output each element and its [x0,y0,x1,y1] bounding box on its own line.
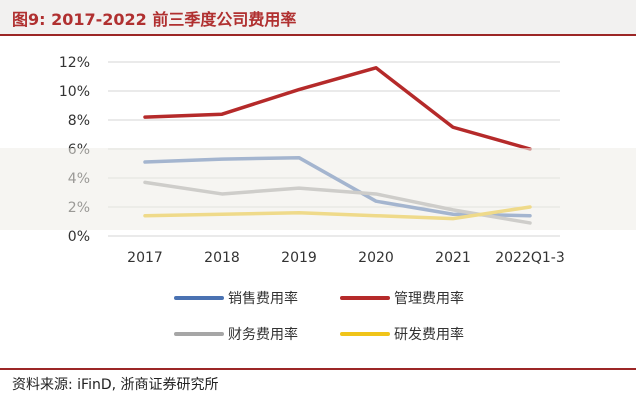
x-tick-label: 2021 [435,250,471,266]
gridlines [108,61,560,237]
x-axis: 2017 2018 2019 2020 2021 2022Q1-3 [127,250,565,266]
footer-divider [0,368,636,370]
y-tick-label: 4% [68,171,90,187]
y-tick-label: 6% [68,142,90,158]
legend-label: 研发费用率 [394,326,464,343]
y-tick-label: 10% [59,84,90,100]
y-tick-label: 8% [68,113,90,129]
figure-header: 图9: 2017-2022 前三季度公司费用率 [0,0,636,36]
y-axis: 0% 2% 4% 6% 8% 10% 12% [59,55,90,245]
x-tick-label: 2018 [204,250,240,266]
x-tick-label: 2019 [281,250,317,266]
series-line [143,66,532,151]
figure-title: 图9: 2017-2022 前三季度公司费用率 [12,10,297,29]
y-tick-label: 12% [59,55,90,71]
x-tick-label: 2022Q1-3 [495,250,565,266]
x-tick-label: 2017 [127,250,163,266]
source-note: 资料来源: iFinD, 浙商证券研究所 [12,377,219,393]
y-tick-label: 0% [68,229,90,245]
x-tick-label: 2020 [358,250,394,266]
y-tick-label: 2% [68,200,90,216]
legend-label: 销售费用率 [228,290,298,307]
line-chart: 0% 2% 4% 6% 8% 10% 12% 2017 2018 2019 2020 2021 202… [59,55,565,343]
legend-label: 管理费用率 [394,290,464,307]
legend-label: 财务费用率 [228,326,298,343]
